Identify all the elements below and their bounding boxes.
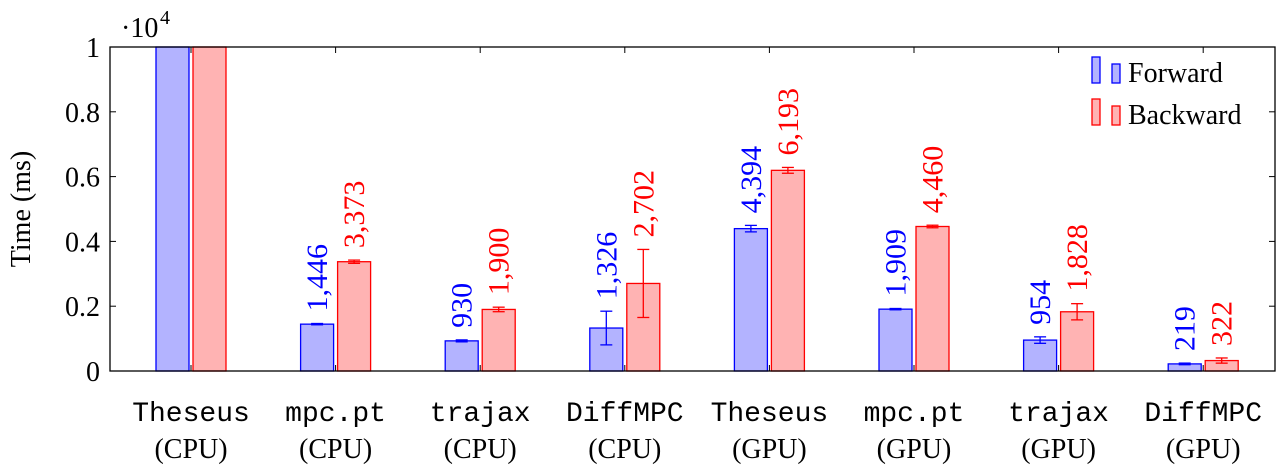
bar-forward-4 bbox=[733, 227, 769, 372]
y-tick-label-5: 1 bbox=[86, 33, 100, 64]
y-tick-label-4: 0.8 bbox=[65, 98, 100, 129]
x-tick-label-name-2: trajax bbox=[430, 399, 531, 430]
bar-forward-0 bbox=[155, 46, 190, 372]
bar-backward-2 bbox=[481, 308, 516, 372]
x-tick-label-platform-3: (CPU) bbox=[588, 434, 661, 465]
legend: Forward Backward bbox=[1091, 56, 1242, 131]
bar-forward-2 bbox=[444, 340, 479, 372]
data-label-backward-5: 4,460 bbox=[917, 146, 950, 214]
bar-backward-0 bbox=[192, 46, 227, 372]
y-multiplier-exponent: 4 bbox=[160, 7, 170, 29]
x-tick-label-platform-4: (GPU) bbox=[732, 434, 807, 465]
x-tick-label-name-3: DiffMPC bbox=[566, 399, 684, 430]
y-tick-label-2: 0.4 bbox=[65, 227, 100, 258]
data-label-forward-6: 954 bbox=[1024, 280, 1057, 325]
x-tick-label-platform-7: (GPU) bbox=[1166, 434, 1241, 465]
legend-label-backward: Backward bbox=[1128, 100, 1242, 131]
legend-swatch-forward bbox=[1091, 56, 1101, 84]
plot-frame bbox=[109, 46, 1276, 372]
data-label-backward-2: 1,900 bbox=[483, 228, 516, 296]
x-tick-label-name-0: Theseus bbox=[132, 399, 250, 430]
x-tick-label-name-4: Theseus bbox=[711, 399, 829, 430]
data-label-forward-1: 1,446 bbox=[301, 244, 334, 312]
data-label-forward-4: 4,394 bbox=[735, 146, 768, 214]
x-tick-label-platform-0: (CPU) bbox=[154, 434, 227, 465]
x-tick-label-platform-1: (CPU) bbox=[299, 434, 372, 465]
labels-layer: Theseus(CPU)1,4463,373mpc.pt(CPU)9301,90… bbox=[6, 7, 1262, 465]
y-tick-label-1: 0.2 bbox=[65, 292, 100, 323]
bar-forward-5 bbox=[878, 308, 913, 372]
legend-swatch-backward bbox=[1091, 98, 1101, 126]
data-label-backward-7: 322 bbox=[1206, 301, 1239, 346]
data-label-backward-3: 2,702 bbox=[627, 170, 660, 238]
data-label-forward-3: 1,326 bbox=[590, 232, 623, 300]
bar-forward-1 bbox=[299, 323, 335, 372]
y-multiplier: ·10 bbox=[121, 13, 158, 44]
x-tick-label-name-7: DiffMPC bbox=[1144, 399, 1262, 430]
bar-backward-5 bbox=[915, 225, 950, 372]
bar-forward-6 bbox=[1022, 339, 1058, 372]
legend-swatch-small-forward bbox=[1111, 63, 1121, 84]
x-tick-label-platform-6: (GPU) bbox=[1021, 434, 1096, 465]
x-tick-label-name-6: trajax bbox=[1008, 399, 1109, 430]
data-label-backward-6: 1,828 bbox=[1061, 224, 1094, 292]
legend-swatch-small-backward bbox=[1111, 105, 1121, 126]
y-tick-label-0: 0 bbox=[86, 357, 100, 388]
y-tick-label-3: 0.6 bbox=[65, 163, 100, 194]
bar-backward-6 bbox=[1059, 311, 1095, 372]
x-tick-label-platform-2: (CPU) bbox=[444, 434, 517, 465]
x-tick-label-name-1: mpc.pt bbox=[285, 399, 386, 430]
data-label-backward-4: 6,193 bbox=[772, 88, 805, 156]
bars-layer bbox=[155, 46, 1239, 372]
legend-label-forward: Forward bbox=[1128, 58, 1223, 89]
data-label-forward-7: 219 bbox=[1169, 306, 1202, 351]
x-tick-label-name-5: mpc.pt bbox=[864, 399, 965, 430]
x-tick-label-platform-5: (GPU) bbox=[877, 434, 952, 465]
data-label-backward-1: 3,373 bbox=[338, 181, 371, 249]
y-axis-label: Time (ms) bbox=[6, 151, 37, 267]
bar-backward-4 bbox=[770, 169, 806, 372]
bar-backward-1 bbox=[336, 261, 372, 372]
data-label-forward-2: 930 bbox=[446, 283, 479, 328]
data-label-forward-5: 1,909 bbox=[880, 229, 913, 297]
axes-layer bbox=[109, 46, 1276, 372]
